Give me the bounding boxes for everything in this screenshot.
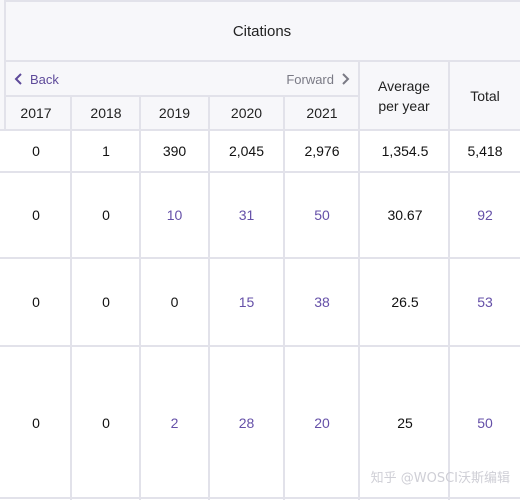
table-cell-2019: 390 [162,143,187,159]
back-label: Back [30,71,59,87]
table-cell-total[interactable]: 92 [477,207,493,223]
divider [4,0,520,2]
back-button[interactable]: Back [14,62,59,96]
table-cell-2017: 0 [32,294,40,310]
table-cell-2018: 0 [102,294,110,310]
divider [208,96,210,500]
chevron-left-icon [14,73,22,85]
table-cell-2017: 0 [32,143,40,159]
divider [4,60,520,62]
table-cell-2017: 0 [32,415,40,431]
table-cell-2020[interactable]: 31 [238,207,255,223]
table-cell-2018: 0 [102,415,110,431]
divider [0,497,520,499]
table-cell-total[interactable]: 53 [477,294,493,310]
divider [70,96,72,500]
table-cell-total: 5,418 [467,143,503,159]
table-cell-2018: 1 [102,143,110,159]
year-header-2019: 2019 [158,105,191,121]
divider [4,95,360,97]
divider [448,62,450,500]
year-header-2017: 2017 [20,105,52,121]
year-header-2021: 2021 [306,105,338,121]
divider [0,345,520,347]
divider [358,62,360,500]
table-cell-2019[interactable]: 10 [166,207,183,223]
table-cell-2020: 2,045 [228,143,265,159]
total-header: Total [470,88,500,104]
table-cell-average: 25 [397,415,413,431]
divider [0,129,520,131]
table-cell-2018: 0 [102,207,110,223]
divider [4,0,6,130]
divider [139,96,141,500]
table-cell-2019[interactable]: 2 [170,415,179,431]
watermark: 知乎 @WOSCI沃斯编辑 [370,471,510,486]
table-cell-total[interactable]: 50 [477,415,493,431]
forward-label: Forward [286,71,334,87]
forward-button[interactable]: Forward [286,62,350,96]
divider [0,257,520,259]
table-cell-2020[interactable]: 15 [238,294,255,310]
table-cell-2021[interactable]: 38 [314,294,330,310]
chevron-right-icon [342,73,350,85]
table-cell-2021: 2,976 [304,143,340,159]
year-header-2018: 2018 [90,105,122,121]
year-header-2020: 2020 [230,105,263,121]
table-cell-2017: 0 [32,207,40,223]
table-header-background [0,0,520,130]
divider [283,96,285,500]
table-cell-2021[interactable]: 20 [314,415,330,431]
average-per-year-header: Average per year [378,78,430,114]
table-cell-2019: 0 [170,294,179,310]
table-cell-average: 1,354.5 [381,143,429,159]
table-cell-average: 26.5 [391,294,419,310]
table-title: Citations [232,22,292,40]
table-cell-average: 30.67 [387,207,423,223]
table-cell-2020[interactable]: 28 [238,415,255,431]
divider [0,171,520,173]
table-cell-2021[interactable]: 50 [314,207,330,223]
